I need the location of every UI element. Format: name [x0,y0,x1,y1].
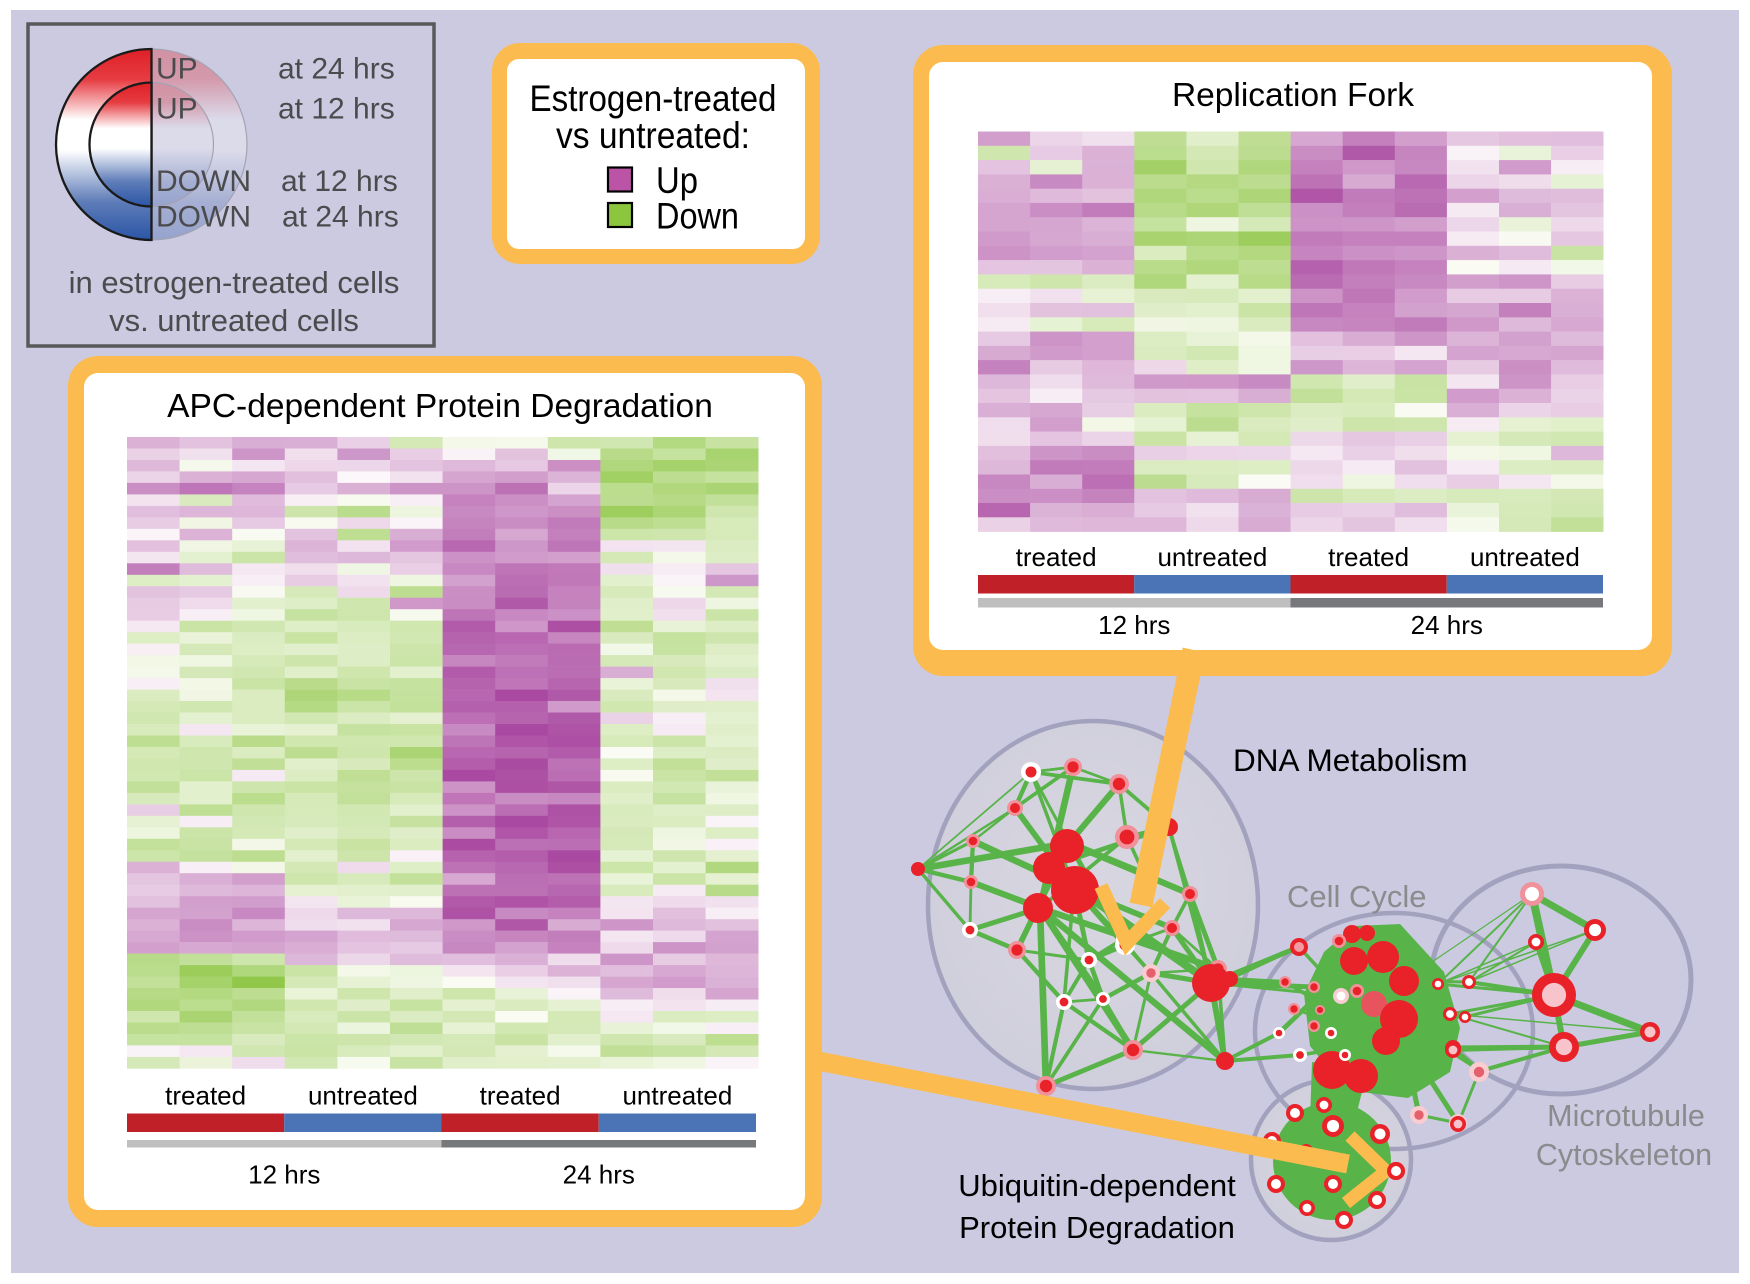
svg-text:Replication Fork: Replication Fork [1172,77,1414,114]
svg-text:at 12 hrs: at 12 hrs [278,93,395,126]
svg-text:treated: treated [1328,542,1409,572]
svg-text:vs untreated:: vs untreated: [556,115,750,156]
svg-text:12 hrs: 12 hrs [248,1160,320,1190]
svg-text:Up: Up [656,160,698,201]
svg-text:Estrogen-treated: Estrogen-treated [530,78,777,119]
svg-text:DNA Metabolism: DNA Metabolism [1233,742,1468,778]
svg-text:Cytoskeleton: Cytoskeleton [1536,1138,1712,1172]
svg-text:untreated: untreated [1470,542,1580,572]
svg-text:Down: Down [656,196,739,237]
svg-text:UP: UP [156,93,198,126]
svg-text:untreated: untreated [1157,542,1267,572]
svg-text:vs. untreated cells: vs. untreated cells [109,303,359,338]
svg-text:at 24 hrs: at 24 hrs [282,201,399,234]
svg-text:treated: treated [165,1081,246,1111]
svg-text:APC-dependent Protein Degradat: APC-dependent Protein Degradation [167,388,713,425]
svg-text:Cell Cycle: Cell Cycle [1287,879,1427,914]
svg-text:24 hrs: 24 hrs [1411,610,1483,640]
svg-text:untreated: untreated [308,1081,418,1111]
svg-text:UP: UP [156,53,198,86]
svg-text:treated: treated [480,1081,561,1111]
svg-text:at 24 hrs: at 24 hrs [278,53,395,86]
svg-text:in estrogen-treated cells: in estrogen-treated cells [69,265,400,300]
svg-text:Ubiquitin-dependent: Ubiquitin-dependent [958,1168,1236,1203]
svg-text:12 hrs: 12 hrs [1098,610,1170,640]
svg-text:DOWN: DOWN [156,201,251,234]
svg-text:Microtubule: Microtubule [1547,1099,1705,1133]
svg-text:Protein Degradation: Protein Degradation [959,1210,1235,1245]
svg-text:at 12 hrs: at 12 hrs [281,165,398,198]
svg-text:treated: treated [1016,542,1097,572]
svg-text:DOWN: DOWN [156,165,251,198]
svg-text:24 hrs: 24 hrs [563,1160,635,1190]
svg-text:untreated: untreated [622,1081,732,1111]
